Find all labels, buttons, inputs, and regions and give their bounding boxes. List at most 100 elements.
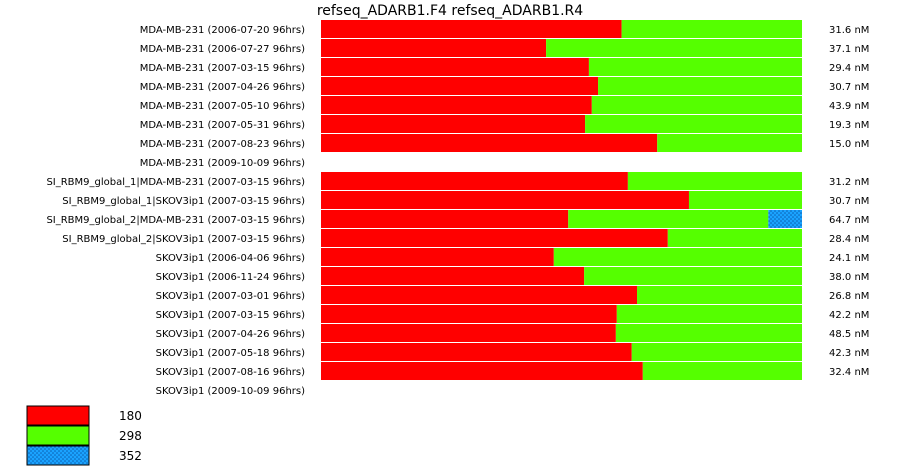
bar-segment-298 <box>616 305 802 323</box>
chart-row: MDA-MB-231 (2009-10-09 96hrs) <box>140 158 305 169</box>
row-label: SKOV3ip1 (2007-04-26 96hrs) <box>156 329 306 340</box>
bar-segment-180 <box>321 267 585 285</box>
bar-segment-298 <box>688 191 802 209</box>
bar-segment-180 <box>321 305 617 323</box>
bar-segment-180 <box>321 96 592 114</box>
row-label: SKOV3ip1 (2006-04-06 96hrs) <box>156 253 306 264</box>
bar-segment-180 <box>321 210 569 228</box>
row-label: MDA-MB-231 (2007-05-31 96hrs) <box>140 120 305 131</box>
bar-segment-180 <box>321 248 554 266</box>
bar-segment-180 <box>321 362 643 380</box>
row-value-label: 38.0 nM <box>829 272 869 283</box>
bar-segment-180 <box>321 191 689 209</box>
row-value-label: 42.2 nM <box>829 310 869 321</box>
chart-row: MDA-MB-231 (2007-05-31 96hrs) 19.3 nM <box>140 115 869 133</box>
legend-item: 352 <box>26 445 142 466</box>
row-value-label: 15.0 nM <box>829 139 869 150</box>
chart-row: SKOV3ip1 (2007-03-01 96hrs) 26.8 nM <box>156 286 869 304</box>
chart-row: SI_RBM9_global_2|MDA-MB-231 (2007-03-15 … <box>46 210 869 228</box>
row-label: MDA-MB-231 (2007-03-15 96hrs) <box>140 63 305 74</box>
row-value-label: 28.4 nM <box>829 234 869 245</box>
bar-segment-298 <box>585 115 802 133</box>
chart-rows: MDA-MB-231 (2006-07-20 96hrs) 31.6 nMMDA-… <box>46 20 869 397</box>
bar-segment-180 <box>321 58 589 76</box>
chart-row: SKOV3ip1 (2009-10-09 96hrs) <box>156 386 306 397</box>
row-value-label: 29.4 nM <box>829 63 869 74</box>
bar-segment-298 <box>546 39 802 57</box>
row-label: SKOV3ip1 (2006-11-24 96hrs) <box>156 272 306 283</box>
chart-row: MDA-MB-231 (2006-07-20 96hrs) 31.6 nM <box>140 20 869 38</box>
bar-segment-180 <box>321 77 599 95</box>
bar-segment-298 <box>667 229 802 247</box>
bar-segment-298 <box>621 20 802 38</box>
row-value-label: 26.8 nM <box>829 291 869 302</box>
bar-segment-180 <box>321 115 586 133</box>
bar-segment-298 <box>615 324 802 342</box>
row-value-label: 30.7 nM <box>829 196 869 207</box>
row-label: MDA-MB-231 (2006-07-20 96hrs) <box>140 25 305 36</box>
bar-segment-298 <box>642 362 802 380</box>
chart-title: refseq_ADARB1.F4 refseq_ADARB1.R4 <box>317 3 583 19</box>
row-value-label: 42.3 nM <box>829 348 869 359</box>
row-value-label: 31.6 nM <box>829 25 869 36</box>
chart-row: SKOV3ip1 (2007-05-18 96hrs) 42.3 nM <box>156 343 869 361</box>
bar-segment-298 <box>591 96 802 114</box>
row-label: MDA-MB-231 (2009-10-09 96hrs) <box>140 158 305 169</box>
chart-row: MDA-MB-231 (2007-04-26 96hrs) 30.7 nM <box>140 77 869 95</box>
bar-segment-180 <box>321 134 658 152</box>
row-value-label: 64.7 nM <box>829 215 869 226</box>
bar-segment-298 <box>568 210 769 228</box>
legend-item: 180 <box>26 405 142 426</box>
row-label: MDA-MB-231 (2007-08-23 96hrs) <box>140 139 305 150</box>
row-value-label: 24.1 nM <box>829 253 869 264</box>
row-value-label: 30.7 nM <box>829 82 869 93</box>
row-label: SKOV3ip1 (2007-05-18 96hrs) <box>156 348 306 359</box>
row-label: MDA-MB-231 (2007-04-26 96hrs) <box>140 82 305 93</box>
legend: 180 298 352 <box>26 405 142 466</box>
bar-segment-298 <box>553 248 802 266</box>
row-label: MDA-MB-231 (2006-07-27 96hrs) <box>140 44 305 55</box>
chart-row: MDA-MB-231 (2007-05-10 96hrs) 43.9 nM <box>140 96 869 114</box>
legend-label: 352 <box>119 449 142 463</box>
chart-row: SKOV3ip1 (2007-03-15 96hrs) 42.2 nM <box>156 305 869 323</box>
row-label: SI_RBM9_global_2|MDA-MB-231 (2007-03-15 … <box>46 215 305 226</box>
chart-row: SI_RBM9_global_2|SKOV3ip1 (2007-03-15 96… <box>62 229 869 247</box>
chart-row: MDA-MB-231 (2007-08-23 96hrs) 15.0 nM <box>140 134 869 152</box>
row-label: SI_RBM9_global_2|SKOV3ip1 (2007-03-15 96… <box>62 234 305 245</box>
row-label: SKOV3ip1 (2007-03-15 96hrs) <box>156 310 306 321</box>
bar-segment-180 <box>321 229 668 247</box>
row-label: SKOV3ip1 (2007-03-01 96hrs) <box>156 291 306 302</box>
row-value-label: 31.2 nM <box>829 177 869 188</box>
chart-row: SKOV3ip1 (2006-11-24 96hrs) 38.0 nM <box>156 267 869 285</box>
bar-segment-298 <box>637 286 802 304</box>
bar-segment-298 <box>657 134 802 152</box>
row-label: SKOV3ip1 (2007-08-16 96hrs) <box>156 367 306 378</box>
row-value-label: 48.5 nM <box>829 329 869 340</box>
chart-row: MDA-MB-231 (2006-07-27 96hrs) 37.1 nM <box>140 39 869 57</box>
chart-row: SKOV3ip1 (2007-08-16 96hrs) 32.4 nM <box>156 362 869 380</box>
chart-row: SKOV3ip1 (2006-04-06 96hrs) 24.1 nM <box>156 248 869 266</box>
legend-item: 298 <box>26 425 142 446</box>
bar-segment-298 <box>631 343 802 361</box>
legend-swatch-180 <box>26 405 90 426</box>
row-value-label: 43.9 nM <box>829 101 869 112</box>
bar-segment-298 <box>598 77 802 95</box>
chart-row: MDA-MB-231 (2007-03-15 96hrs) 29.4 nM <box>140 58 869 76</box>
bar-segment-180 <box>321 343 632 361</box>
bar-segment-180 <box>321 172 628 190</box>
bar-segment-298 <box>584 267 802 285</box>
legend-swatch-352 <box>26 445 90 466</box>
bar-segment-180 <box>321 39 547 57</box>
row-label: SI_RBM9_global_1|SKOV3ip1 (2007-03-15 96… <box>62 196 305 207</box>
row-label: SI_RBM9_global_1|MDA-MB-231 (2007-03-15 … <box>46 177 305 188</box>
bar-segment-298 <box>588 58 802 76</box>
row-value-label: 37.1 nM <box>829 44 869 55</box>
bar-segment-180 <box>321 324 616 342</box>
row-value-label: 32.4 nM <box>829 367 869 378</box>
chart-row: SKOV3ip1 (2007-04-26 96hrs) 48.5 nM <box>156 324 869 342</box>
row-value-label: 19.3 nM <box>829 120 869 131</box>
bar-segment-180 <box>321 286 638 304</box>
bar-segment-180 <box>321 20 622 38</box>
row-label: SKOV3ip1 (2009-10-09 96hrs) <box>156 386 306 397</box>
bar-segment-352 <box>768 210 802 228</box>
